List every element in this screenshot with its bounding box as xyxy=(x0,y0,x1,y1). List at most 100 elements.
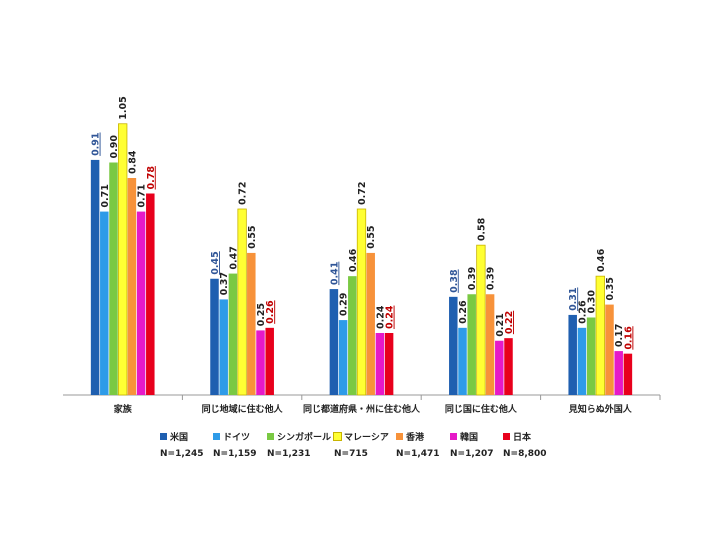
bar xyxy=(118,123,128,396)
bar xyxy=(109,162,118,395)
data-label: 0.35 xyxy=(605,277,616,300)
data-label: 0.38 xyxy=(449,269,460,293)
legend-sample-size: N=1,231 xyxy=(267,449,311,459)
x-tick-label: 見知らぬ外国人 xyxy=(568,403,633,415)
legend: 米国 N=1,245 ドイツ N=1,159 シンガポール N=1,231 マレーシア N=7… xyxy=(160,430,620,470)
data-label: 0.55 xyxy=(366,225,377,248)
data-label: 0.46 xyxy=(596,248,607,272)
bar xyxy=(247,252,256,395)
legend-swatch xyxy=(450,433,457,440)
data-label: 0.39 xyxy=(486,267,497,290)
bar xyxy=(356,208,367,396)
data-label: 0.22 xyxy=(504,311,515,334)
data-label: 0.41 xyxy=(329,262,340,285)
data-label: 0.24 xyxy=(375,305,386,329)
data-label: 0.47 xyxy=(228,246,239,269)
data-label: 0.71 xyxy=(100,184,111,207)
bar xyxy=(458,327,467,395)
data-label: 0.37 xyxy=(219,272,230,295)
bar xyxy=(210,278,219,395)
data-label: 0.30 xyxy=(587,290,598,314)
data-label: 0.90 xyxy=(109,135,120,159)
legend-item: 香港 xyxy=(396,430,424,443)
bar xyxy=(586,317,596,395)
legend-sample-size: N=1,159 xyxy=(213,449,257,459)
data-label: 1.05 xyxy=(118,96,129,119)
data-label: 0.26 xyxy=(577,300,588,324)
data-label: 0.72 xyxy=(238,182,249,205)
data-label: 0.71 xyxy=(137,184,148,207)
bar xyxy=(366,252,375,395)
bar xyxy=(375,333,385,395)
bar xyxy=(577,327,587,395)
data-label: 0.55 xyxy=(247,225,258,248)
legend-swatch xyxy=(160,433,167,440)
legend-swatch xyxy=(267,433,274,440)
bar xyxy=(495,340,504,395)
data-label: 0.16 xyxy=(623,326,634,350)
bar xyxy=(449,296,458,395)
bar xyxy=(614,351,623,395)
data-label: 0.58 xyxy=(476,217,487,241)
legend-item: ドイツ xyxy=(213,430,250,443)
legend-label: 韓国 xyxy=(460,433,479,443)
legend-sample-size: N=1,245 xyxy=(160,449,204,459)
bar xyxy=(348,276,357,395)
bar xyxy=(595,275,605,396)
bar xyxy=(265,327,274,395)
data-label: 0.39 xyxy=(467,267,478,290)
legend-sample-size: N=1,471 xyxy=(396,449,440,459)
legend-sample-size: N=715 xyxy=(334,449,368,459)
legend-label: 日本 xyxy=(513,433,532,443)
bar xyxy=(476,244,486,396)
data-label: 0.26 xyxy=(265,300,276,324)
bar xyxy=(146,193,155,395)
x-tick-label: 同じ都道府県・州に住む他人 xyxy=(303,403,421,415)
bar xyxy=(256,330,265,395)
bar xyxy=(605,304,614,395)
legend-swatch xyxy=(213,433,220,440)
bar xyxy=(623,353,633,395)
bar xyxy=(467,294,476,395)
legend-label: ドイツ xyxy=(223,433,251,443)
legend-label: マレーシア xyxy=(344,433,389,443)
bar xyxy=(338,320,348,395)
legend-swatch xyxy=(503,433,510,440)
x-tick-label: 同じ国に住む他人 xyxy=(445,403,518,415)
bar xyxy=(384,333,394,395)
legend-item: 米国 xyxy=(160,430,188,443)
legend-item: 韓国 xyxy=(450,430,478,443)
bar xyxy=(228,273,238,395)
bar xyxy=(219,299,228,395)
x-tick-label: 同じ地域に住む他人 xyxy=(202,403,284,415)
data-label: 0.17 xyxy=(614,324,625,347)
data-label: 0.45 xyxy=(210,251,221,274)
data-label: 0.26 xyxy=(458,300,469,324)
bar xyxy=(100,211,109,395)
data-label: 0.46 xyxy=(348,248,359,272)
bar xyxy=(90,159,100,395)
bar xyxy=(329,289,339,395)
data-label: 0.29 xyxy=(339,293,350,316)
data-label: 0.72 xyxy=(357,182,368,205)
bar xyxy=(568,314,577,395)
legend-label: 米国 xyxy=(170,433,189,443)
legend-label: シンガポール xyxy=(277,433,332,443)
legend-swatch xyxy=(333,432,342,441)
legend-swatch xyxy=(396,433,403,440)
data-label: 0.84 xyxy=(127,150,138,174)
data-label: 0.78 xyxy=(146,166,157,190)
legend-item: シンガポール xyxy=(267,430,331,443)
bar xyxy=(136,211,146,395)
data-label: 0.24 xyxy=(385,305,396,329)
data-label: 0.91 xyxy=(91,132,102,155)
legend-item: マレーシア xyxy=(333,430,389,443)
x-tick-label: 家族 xyxy=(114,403,133,415)
data-label: 0.25 xyxy=(256,303,267,326)
bar xyxy=(127,178,137,395)
legend-item: 日本 xyxy=(503,430,531,443)
bar xyxy=(504,338,513,395)
legend-sample-size: N=8,800 xyxy=(503,449,547,459)
bar xyxy=(237,208,247,396)
